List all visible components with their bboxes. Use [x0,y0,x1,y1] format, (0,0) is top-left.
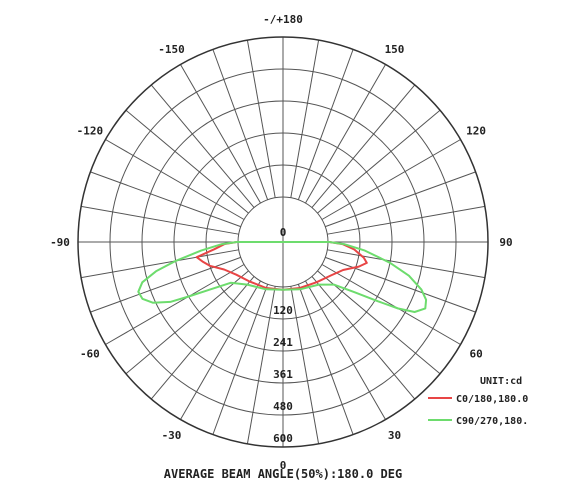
angle-label: 120 [466,125,486,138]
angle-gridline [125,270,249,375]
angle-gridline [81,249,239,279]
angle-label: 60 [469,348,482,361]
angle-gridline [305,280,386,420]
angle-label: -90 [50,236,70,249]
angle-gridline [325,256,476,313]
angle-label: 30 [388,429,401,442]
angle-gridline [125,109,249,214]
legend-entry: C90/270,180. [456,416,528,427]
series-layer [137,241,428,313]
legend-entry: C0/180,180.0 [456,394,528,405]
angle-gridline [212,49,269,200]
angle-label: -120 [77,125,104,138]
angle-label: -/+180 [263,13,303,26]
angle-gridline [321,139,461,220]
angle-label: -60 [80,348,100,361]
angle-gridline [321,264,461,345]
angle-gridline [150,276,255,400]
angle-label: 90 [499,236,512,249]
angle-gridline [180,64,261,204]
angle-gridline [180,280,261,420]
radial-ring [141,100,425,384]
radial-tick-label: 361 [273,368,293,381]
angle-gridline [246,286,276,444]
series-line-c90-270 [137,241,428,313]
label-layer: 0 30 60 90 120 150 -/+180 -150 -120 -90 -60 -30 0 120… [50,13,513,472]
legend: UNIT:cd C0/180,180.0 C90/270,180. [428,376,528,427]
radial-tick-label: 120 [273,304,293,317]
angle-gridline [290,286,320,444]
angle-gridline [317,270,441,375]
radial-tick-label: 0 [280,226,287,239]
angle-gridline [327,205,485,235]
radial-ring [109,68,457,416]
angle-gridline [212,284,269,435]
angle-gridline [297,284,354,435]
angle-gridline [105,264,245,345]
angle-gridline [311,84,416,208]
angle-gridline [325,171,476,228]
angle-gridline [290,40,320,198]
angle-gridline [311,276,416,400]
radial-tick-label: 241 [273,336,293,349]
radial-ring [173,132,393,352]
unit-label: UNIT:cd [480,376,522,387]
radial-ring [77,36,489,448]
radial-tick-label: 480 [273,400,293,413]
radial-ring [205,164,361,320]
angle-gridline [305,64,386,204]
series-line-c0-180 [195,241,368,291]
angle-gridline [150,84,255,208]
angle-gridline [105,139,245,220]
radial-tick-label: 600 [273,432,293,445]
angle-gridline [90,171,241,228]
angle-gridline [297,49,354,200]
angle-gridline [317,109,441,214]
angle-label: 150 [385,43,405,56]
angle-label: -150 [158,43,185,56]
angle-label: 0 [280,459,287,472]
angle-gridline [327,249,485,279]
angle-gridline [81,205,239,235]
angle-label: -30 [162,429,182,442]
beam-angle-footer: AVERAGE BEAM ANGLE(50%):180.0 DEG [164,467,402,481]
polar-grid [77,36,489,448]
angle-gridline [246,40,276,198]
